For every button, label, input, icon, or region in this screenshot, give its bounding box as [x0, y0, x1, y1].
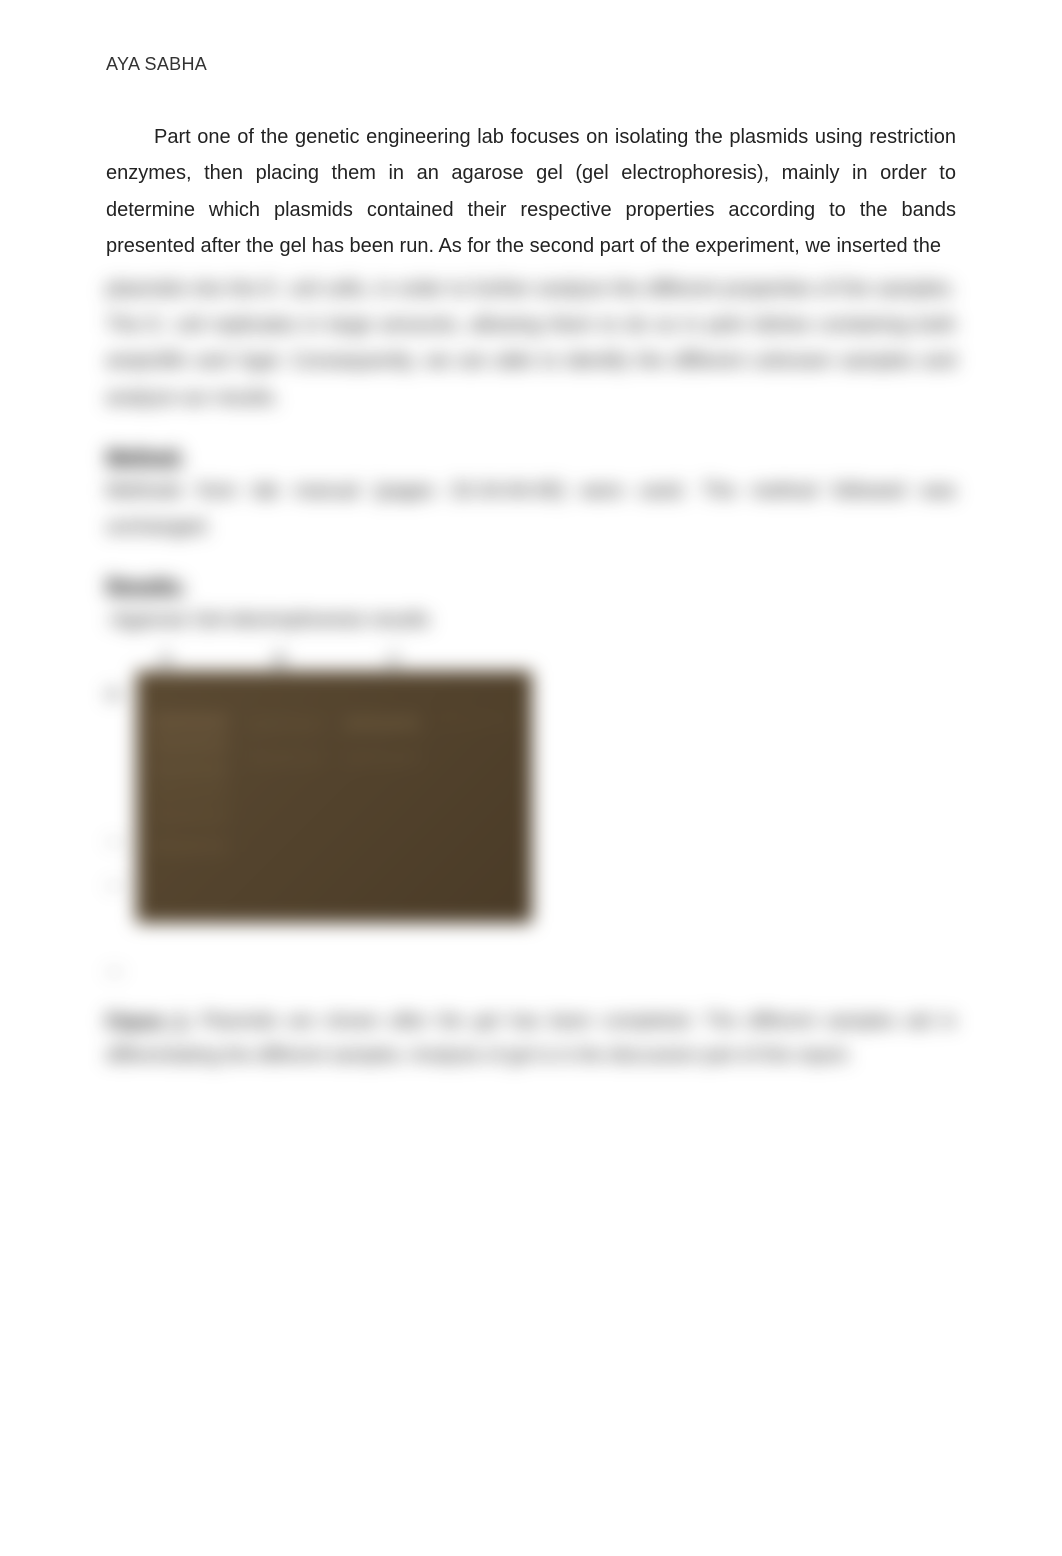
intro-continuation: plasmids into the E. coli cells, in orde… — [106, 271, 956, 417]
gel-figure: A B C M — — — — [106, 650, 956, 989]
gel-body: M — — — — [106, 671, 956, 989]
gel-band — [152, 788, 229, 796]
gel-lane — [142, 677, 238, 917]
figure-caption-text: Plasmids are shown after the gel has bee… — [106, 1011, 956, 1066]
figure-label: Figure 1: — [106, 1011, 191, 1032]
gel-lane-labels-top: A B C — [160, 650, 956, 671]
gel-lane — [430, 677, 526, 917]
gel-lane-label: C — [388, 650, 401, 671]
gel-lane — [334, 677, 430, 917]
gel-band — [152, 764, 229, 774]
gel-band — [152, 840, 229, 852]
author-name: AYA SABHA — [106, 54, 956, 75]
gel-marker-label — [106, 803, 136, 831]
blurred-preview-region: plasmids into the E. coli cells, in orde… — [106, 271, 956, 1074]
gel-lane-label: A — [160, 650, 172, 671]
gel-marker-label: — — [106, 875, 136, 903]
gel-band — [152, 716, 229, 728]
document-page: AYA SABHA Part one of the genetic engine… — [0, 0, 1062, 1556]
gel-band — [152, 812, 229, 820]
gel-marker-label: — — [106, 831, 136, 859]
gel-band — [248, 754, 325, 763]
gel-band — [248, 720, 325, 729]
gel-lane — [238, 677, 334, 917]
method-heading: Method: — [106, 446, 956, 469]
gel-lane-label: B — [274, 650, 286, 671]
gel-marker-label: — — [106, 961, 136, 989]
figure-caption: Figure 1: Plasmids are shown after the g… — [106, 1005, 956, 1073]
results-heading: Results: — [106, 575, 956, 598]
intro-paragraph: Part one of the genetic engineering lab … — [106, 119, 956, 265]
method-text: Methods from lab manual (pages 33-34-84-… — [106, 473, 956, 545]
gel-marker-label — [106, 933, 136, 961]
gel-band — [152, 740, 229, 750]
gel-band — [344, 718, 421, 729]
results-subtitle: -Agarose Gel electrophoresis results — [106, 602, 956, 638]
gel-marker-label: M — [106, 685, 136, 713]
gel-band — [440, 718, 517, 723]
gel-image — [136, 671, 532, 923]
gel-band — [344, 754, 421, 762]
gel-left-labels: M — — — — [106, 671, 136, 989]
